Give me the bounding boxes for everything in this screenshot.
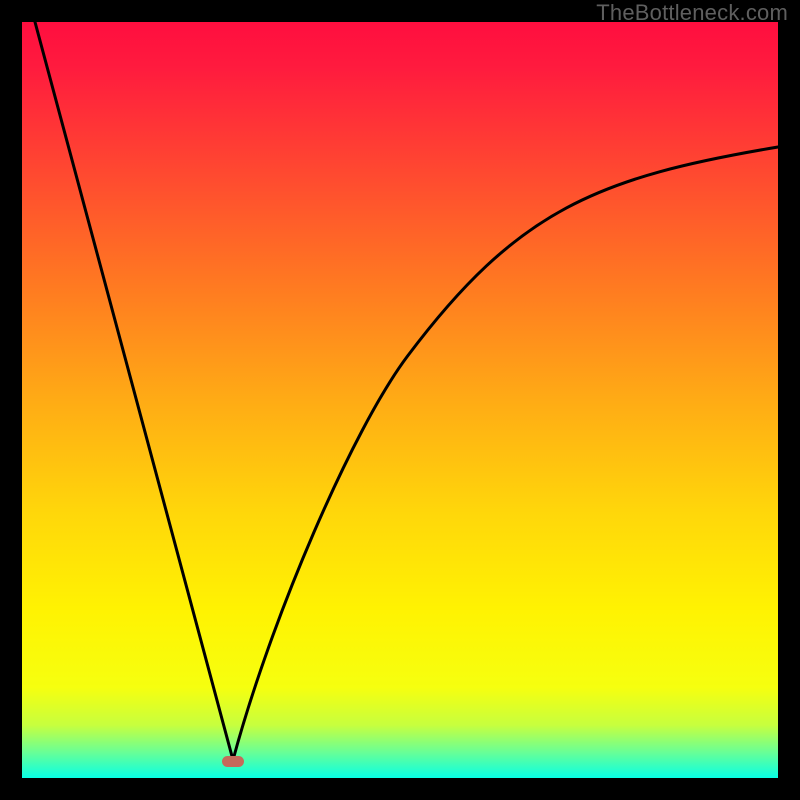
watermark-text: TheBottleneck.com: [596, 0, 788, 26]
chart-root: TheBottleneck.com: [0, 0, 800, 800]
plot-area: [22, 22, 778, 778]
vertex-marker: [222, 756, 244, 767]
background-svg: [0, 0, 800, 800]
